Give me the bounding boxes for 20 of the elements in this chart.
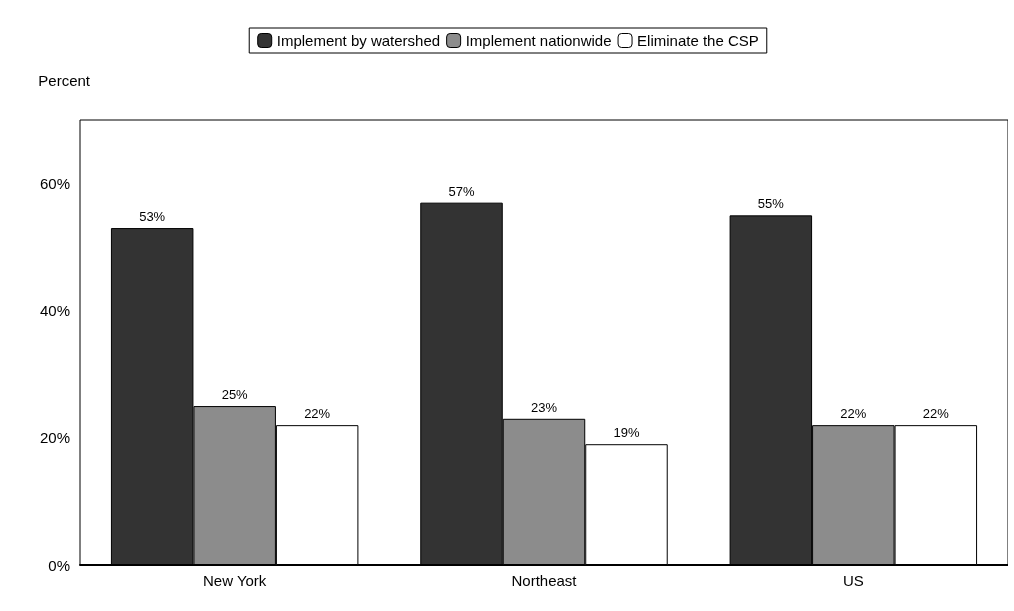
y-tick-label: 20%: [39, 429, 70, 447]
data-label: 25%: [221, 387, 249, 403]
x-tick-label: US: [842, 572, 864, 589]
y-tick-label: 40%: [39, 302, 70, 320]
legend-label: Eliminate the CSP: [637, 32, 759, 49]
x-tick-label: New York: [202, 572, 267, 589]
x-tick-label: Northeast: [511, 572, 578, 589]
data-label: 55%: [757, 196, 785, 212]
data-label: 23%: [530, 399, 558, 415]
y-axis-title: Percent: [38, 72, 91, 89]
legend-label: Implement by watershed: [276, 32, 441, 49]
data-label: 53%: [139, 209, 166, 225]
legend-label: Implement nationwide: [465, 32, 612, 49]
data-label: 22%: [922, 406, 950, 422]
y-tick-label: 60%: [39, 175, 70, 193]
data-label: 22%: [840, 406, 867, 422]
data-label: 57%: [448, 183, 475, 199]
data-label: 22%: [304, 406, 331, 422]
y-tick-label: 0%: [48, 556, 70, 574]
data-label: 19%: [613, 425, 640, 441]
